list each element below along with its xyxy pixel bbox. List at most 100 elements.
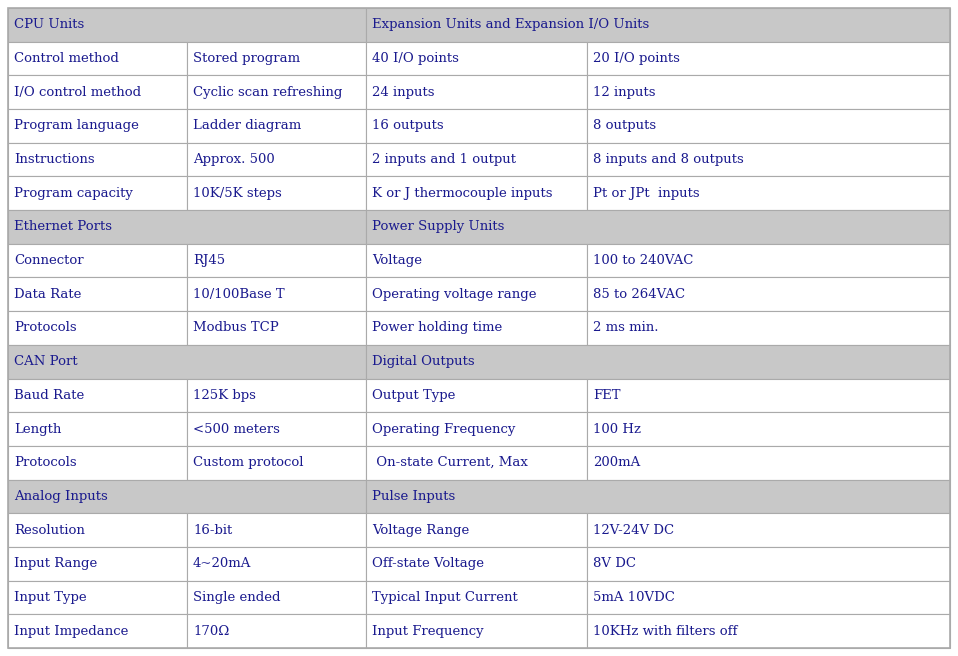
- Bar: [587, 513, 950, 547]
- Text: 8 outputs: 8 outputs: [593, 119, 656, 133]
- Text: Pulse Inputs: Pulse Inputs: [372, 490, 455, 503]
- Text: 170Ω: 170Ω: [193, 625, 229, 638]
- Text: Input Range: Input Range: [14, 558, 98, 570]
- Text: Connector: Connector: [14, 254, 83, 267]
- Text: 200mA: 200mA: [593, 456, 641, 469]
- Text: 85 to 264VAC: 85 to 264VAC: [593, 288, 686, 301]
- Bar: [366, 345, 950, 379]
- Bar: [8, 480, 366, 513]
- Text: 2 inputs and 1 output: 2 inputs and 1 output: [372, 153, 516, 166]
- Text: Voltage Range: Voltage Range: [372, 523, 469, 537]
- Bar: [187, 143, 366, 176]
- Bar: [187, 581, 366, 614]
- Bar: [187, 547, 366, 581]
- Text: Digital Outputs: Digital Outputs: [372, 355, 474, 368]
- Bar: [366, 547, 587, 581]
- Bar: [366, 614, 587, 648]
- Bar: [587, 277, 950, 311]
- Text: 40 I/O points: 40 I/O points: [372, 52, 459, 65]
- Text: <500 meters: <500 meters: [193, 422, 280, 436]
- Bar: [8, 8, 366, 42]
- Text: CPU Units: CPU Units: [14, 18, 84, 31]
- Bar: [366, 176, 587, 210]
- Bar: [366, 277, 587, 311]
- Bar: [366, 244, 587, 277]
- Text: Single ended: Single ended: [193, 591, 281, 604]
- Bar: [366, 75, 587, 109]
- Text: Operating voltage range: Operating voltage range: [372, 288, 536, 301]
- Bar: [8, 210, 366, 244]
- Text: 5mA 10VDC: 5mA 10VDC: [593, 591, 675, 604]
- Text: Ethernet Ports: Ethernet Ports: [14, 220, 112, 234]
- Bar: [8, 581, 187, 614]
- Text: Input Frequency: Input Frequency: [372, 625, 484, 638]
- Text: RJ45: RJ45: [193, 254, 225, 267]
- Bar: [366, 379, 587, 412]
- Bar: [366, 412, 587, 446]
- Text: Control method: Control method: [14, 52, 119, 65]
- Text: Data Rate: Data Rate: [14, 288, 81, 301]
- Bar: [366, 581, 587, 614]
- Text: Analog Inputs: Analog Inputs: [14, 490, 107, 503]
- Bar: [366, 446, 587, 480]
- Bar: [366, 311, 587, 345]
- Bar: [366, 143, 587, 176]
- Text: Output Type: Output Type: [372, 389, 455, 402]
- Text: CAN Port: CAN Port: [14, 355, 78, 368]
- Text: 2 ms min.: 2 ms min.: [593, 321, 659, 335]
- Text: Input Type: Input Type: [14, 591, 86, 604]
- Bar: [587, 412, 950, 446]
- Bar: [8, 311, 187, 345]
- Bar: [8, 176, 187, 210]
- Text: 125K bps: 125K bps: [193, 389, 256, 402]
- Bar: [8, 379, 187, 412]
- Text: Voltage: Voltage: [372, 254, 422, 267]
- Text: K or J thermocouple inputs: K or J thermocouple inputs: [372, 187, 553, 200]
- Bar: [8, 277, 187, 311]
- Bar: [366, 8, 950, 42]
- Bar: [366, 513, 587, 547]
- Bar: [8, 109, 187, 143]
- Bar: [587, 75, 950, 109]
- Text: 16-bit: 16-bit: [193, 523, 232, 537]
- Bar: [366, 210, 950, 244]
- Bar: [587, 244, 950, 277]
- Text: Program capacity: Program capacity: [14, 187, 133, 200]
- Bar: [366, 480, 950, 513]
- Bar: [8, 614, 187, 648]
- Bar: [187, 311, 366, 345]
- Text: 10K/5K steps: 10K/5K steps: [193, 187, 282, 200]
- Bar: [187, 412, 366, 446]
- Bar: [587, 143, 950, 176]
- Bar: [187, 513, 366, 547]
- Bar: [187, 446, 366, 480]
- Text: Stored program: Stored program: [193, 52, 300, 65]
- Bar: [587, 547, 950, 581]
- Text: Length: Length: [14, 422, 61, 436]
- Bar: [187, 244, 366, 277]
- Text: 10/100Base T: 10/100Base T: [193, 288, 285, 301]
- Text: Ladder diagram: Ladder diagram: [193, 119, 301, 133]
- Text: 16 outputs: 16 outputs: [372, 119, 444, 133]
- Bar: [587, 109, 950, 143]
- Text: Operating Frequency: Operating Frequency: [372, 422, 515, 436]
- Bar: [8, 446, 187, 480]
- Text: Baud Rate: Baud Rate: [14, 389, 84, 402]
- Text: On-state Current, Max: On-state Current, Max: [372, 456, 528, 469]
- Text: Cyclic scan refreshing: Cyclic scan refreshing: [193, 86, 342, 98]
- Text: 12V-24V DC: 12V-24V DC: [593, 523, 674, 537]
- Bar: [587, 311, 950, 345]
- Text: Off-state Voltage: Off-state Voltage: [372, 558, 484, 570]
- Text: Input Impedance: Input Impedance: [14, 625, 128, 638]
- Text: Modbus TCP: Modbus TCP: [193, 321, 279, 335]
- Text: Expansion Units and Expansion I/O Units: Expansion Units and Expansion I/O Units: [372, 18, 650, 31]
- Text: 4~20mA: 4~20mA: [193, 558, 251, 570]
- Bar: [587, 379, 950, 412]
- Text: 12 inputs: 12 inputs: [593, 86, 656, 98]
- Text: 10KHz with filters off: 10KHz with filters off: [593, 625, 738, 638]
- Bar: [366, 42, 587, 75]
- Bar: [8, 412, 187, 446]
- Text: I/O control method: I/O control method: [14, 86, 141, 98]
- Text: Program language: Program language: [14, 119, 139, 133]
- Text: 24 inputs: 24 inputs: [372, 86, 435, 98]
